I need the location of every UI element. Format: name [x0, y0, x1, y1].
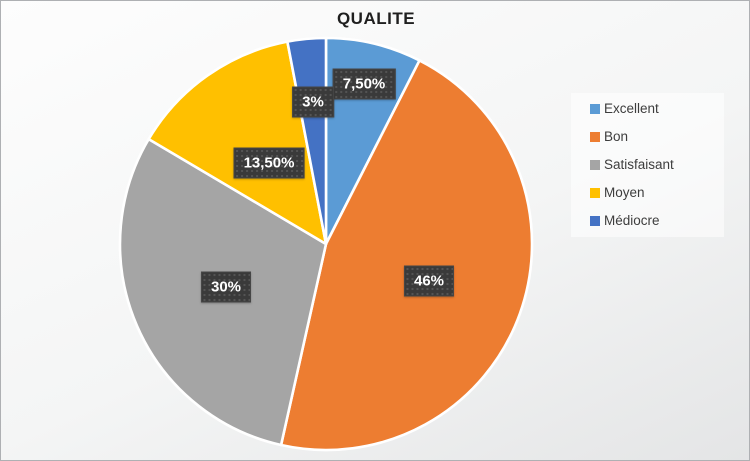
legend-item-4[interactable]: Médiocre — [590, 213, 674, 228]
legend-item-label: Excellent — [604, 101, 659, 116]
legend-item-3[interactable]: Moyen — [590, 185, 674, 200]
legend-swatch-icon — [590, 103, 600, 114]
legend-swatch-icon — [590, 187, 600, 198]
pie-slice-1[interactable] — [279, 59, 534, 452]
legend-item-label: Satisfaisant — [604, 157, 674, 172]
data-label-0[interactable]: 7,50% — [332, 68, 396, 100]
data-label-4[interactable]: 3% — [292, 86, 334, 118]
legend-item-label: Moyen — [604, 185, 645, 200]
chart-title: QUALITE — [336, 9, 416, 28]
legend-item-label: Bon — [604, 129, 629, 144]
legend-swatch-icon — [590, 159, 600, 170]
legend: Excellent Bon Satisfaisant Moyen Médiocre — [590, 101, 674, 228]
pie-slice-3[interactable] — [147, 40, 328, 246]
data-label-2[interactable]: 30% — [200, 271, 252, 303]
legend-item-label: Médiocre — [604, 213, 660, 228]
legend-swatch-icon — [590, 131, 600, 142]
legend-swatch-icon — [590, 215, 600, 226]
legend-item-2[interactable]: Satisfaisant — [590, 157, 674, 172]
data-label-1[interactable]: 46% — [403, 265, 455, 297]
data-label-3[interactable]: 13,50% — [233, 147, 305, 179]
legend-item-0[interactable]: Excellent — [590, 101, 674, 116]
legend-item-1[interactable]: Bon — [590, 129, 674, 144]
